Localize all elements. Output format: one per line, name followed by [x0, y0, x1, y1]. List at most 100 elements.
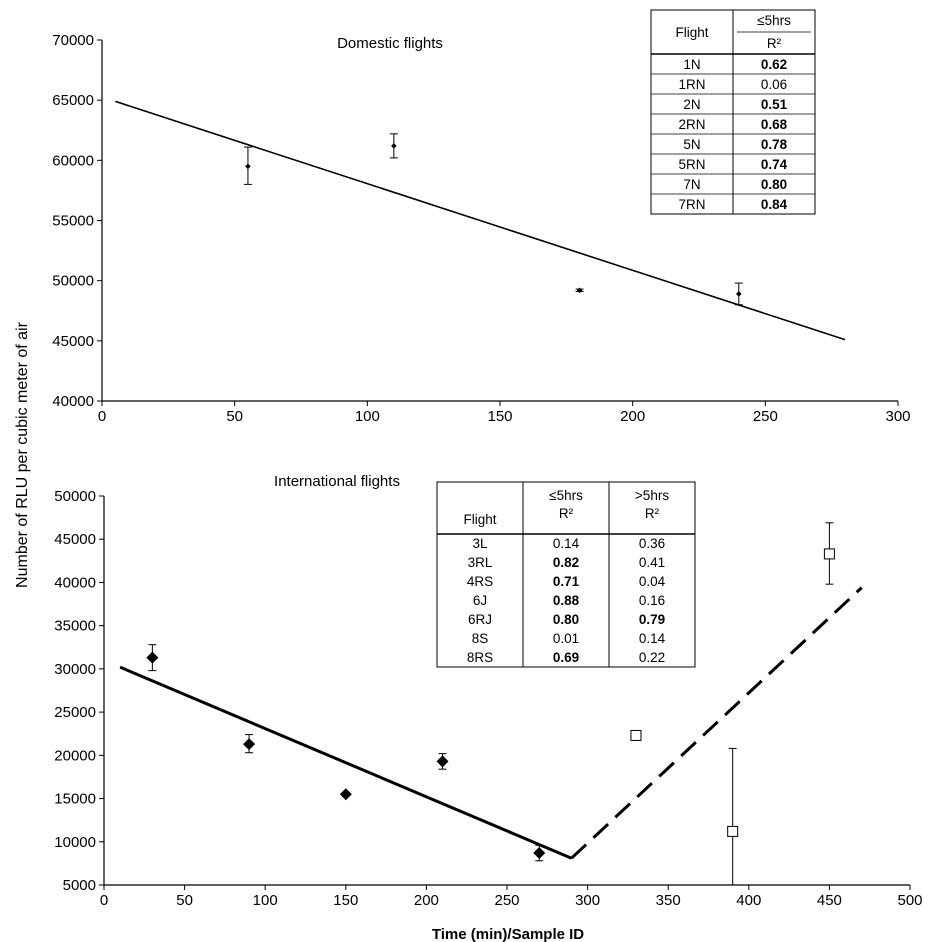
- table-cell-r2: 0.84: [761, 197, 788, 212]
- chart-title: Domestic flights: [337, 35, 443, 52]
- x-tick-label: 50: [176, 892, 193, 909]
- table-cell-r2-long: 0.41: [639, 555, 665, 570]
- x-tick-label: 150: [333, 892, 358, 909]
- table-cell-flight: 5RN: [678, 157, 705, 172]
- table-cell-flight: 1N: [683, 57, 700, 72]
- x-axis-label: Time (min)/Sample ID: [432, 926, 584, 942]
- data-point: [576, 287, 583, 294]
- chart-title: International flights: [274, 473, 400, 490]
- x-tick-label: 500: [897, 892, 922, 909]
- x-tick-label: 300: [885, 408, 910, 425]
- table-cell-r2-short: 0.88: [553, 593, 580, 608]
- x-tick-label: 450: [817, 892, 842, 909]
- x-tick-label: 0: [98, 408, 106, 425]
- trendline-solid: [119, 665, 573, 860]
- y-tick-label: 45000: [52, 333, 94, 350]
- x-tick-label: 50: [226, 408, 243, 425]
- data-point: [533, 847, 546, 860]
- x-tick-label: 250: [753, 408, 778, 425]
- data-point: [823, 548, 835, 560]
- table-header-r2-1: R²: [559, 506, 574, 521]
- table-cell-r2: 0.51: [761, 97, 788, 112]
- table-cell-r2-short: 0.71: [553, 574, 580, 589]
- table-cell-flight: 7RN: [678, 197, 705, 212]
- trendline-solid: [115, 100, 846, 341]
- table-cell-flight: 4RS: [467, 574, 493, 589]
- x-tick-label: 150: [487, 408, 512, 425]
- table-header-group-1: ≤5hrs: [549, 488, 583, 503]
- data-point: [391, 143, 397, 149]
- data-point: [146, 651, 159, 664]
- table-cell-r2-long: 0.14: [639, 631, 666, 646]
- shared-y-axis-label: Number of RLU per cubic meter of air: [14, 321, 31, 588]
- table-header-flight: Flight: [463, 512, 496, 527]
- y-tick-label: 40000: [52, 393, 94, 410]
- x-tick-label: 350: [656, 892, 681, 909]
- table-cell-flight: 7N: [683, 177, 700, 192]
- table-border: [436, 481, 696, 668]
- data-point: [727, 825, 739, 837]
- y-tick-label: 65000: [52, 92, 94, 109]
- table-cell-r2-long: 0.36: [639, 536, 665, 551]
- table-header-flight: Flight: [675, 25, 708, 40]
- table-header-r2: R²: [767, 36, 782, 51]
- trendline-dashed: [570, 586, 863, 860]
- table-cell-r2-short: 0.69: [553, 650, 579, 665]
- data-point: [243, 738, 256, 751]
- x-tick-label: 200: [414, 892, 439, 909]
- y-tick-label: 35000: [54, 618, 96, 635]
- table-cell-flight: 6J: [473, 593, 487, 608]
- y-tick-label: 60000: [52, 152, 94, 169]
- table-cell-flight: 3RL: [468, 555, 493, 570]
- y-tick-label: 50000: [54, 488, 96, 505]
- r2-table: Flight ≤5hrs R² 1N 0.62 1RN 0.06 2N 0.51 2RN 0.68 5…: [650, 9, 816, 215]
- table-cell-r2-long: 0.04: [639, 574, 666, 589]
- x-tick-label: 200: [620, 408, 645, 425]
- table-cell-r2-short: 0.01: [553, 631, 579, 646]
- y-tick-label: 40000: [54, 574, 96, 591]
- table-cell-flight: 8S: [472, 631, 489, 646]
- r2-table: Flight ≤5hrs R² >5hrs R² 3L 0.14 0.36 3RL 0.82 0.4…: [436, 481, 696, 668]
- y-tick-label: 30000: [54, 661, 96, 678]
- table-cell-r2-short: 0.82: [553, 555, 579, 570]
- data-point: [736, 291, 742, 297]
- table-cell-r2-short: 0.80: [553, 612, 579, 627]
- y-tick-label: 5000: [63, 877, 96, 894]
- y-tick-label: 50000: [52, 273, 94, 290]
- x-tick-label: 100: [355, 408, 380, 425]
- x-tick-label: 400: [736, 892, 761, 909]
- y-tick-label: 45000: [54, 531, 96, 548]
- table-cell-flight: 3L: [472, 536, 488, 551]
- y-tick-label: 15000: [54, 791, 96, 808]
- table-cell-flight: 6RJ: [468, 612, 492, 627]
- x-tick-label: 100: [253, 892, 278, 909]
- table-cell-flight: 8RS: [467, 650, 493, 665]
- table-header-group: ≤5hrs: [757, 13, 791, 28]
- y-tick-label: 10000: [54, 834, 96, 851]
- y-tick-label: 70000: [52, 32, 94, 49]
- chart-international: 5000100001500020000250003000035000400004…: [54, 473, 922, 942]
- table-cell-r2-long: 0.79: [639, 612, 665, 627]
- table-cell-r2: 0.74: [761, 157, 788, 172]
- y-tick-label: 20000: [54, 747, 96, 764]
- table-cell-r2: 0.80: [761, 177, 787, 192]
- data-point: [245, 163, 251, 170]
- table-cell-flight: 2N: [683, 97, 700, 112]
- x-tick-label: 250: [494, 892, 519, 909]
- table-cell-r2: 0.68: [761, 117, 788, 132]
- data-point: [436, 755, 449, 768]
- table-cell-r2: 0.06: [761, 77, 787, 92]
- table-header-group-2: >5hrs: [635, 488, 669, 503]
- table-cell-r2-long: 0.16: [639, 593, 665, 608]
- y-tick-label: 25000: [54, 704, 96, 721]
- table-cell-r2-long: 0.22: [639, 650, 665, 665]
- x-tick-label: 0: [100, 892, 108, 909]
- table-cell-flight: 2RN: [678, 117, 705, 132]
- table-cell-flight: 1RN: [678, 77, 705, 92]
- table-header-r2-2: R²: [645, 506, 660, 521]
- data-point: [630, 729, 642, 741]
- table-cell-r2: 0.62: [761, 57, 787, 72]
- data-point: [339, 788, 352, 801]
- x-tick-label: 300: [575, 892, 600, 909]
